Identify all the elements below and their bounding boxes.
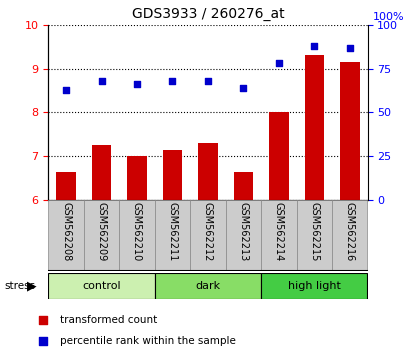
Bar xyxy=(56,172,76,354)
Bar xyxy=(155,273,261,299)
Bar xyxy=(340,62,360,354)
Text: GSM562216: GSM562216 xyxy=(345,202,355,261)
Text: stress: stress xyxy=(4,281,35,291)
Bar xyxy=(48,273,155,299)
Bar xyxy=(48,200,84,271)
Point xyxy=(40,317,47,323)
Point xyxy=(134,81,140,87)
Point xyxy=(40,338,47,344)
Bar xyxy=(332,200,368,271)
Text: 100%: 100% xyxy=(373,12,405,22)
Point xyxy=(240,85,247,91)
Text: GSM562208: GSM562208 xyxy=(61,202,71,261)
Bar xyxy=(261,200,297,271)
Text: transformed count: transformed count xyxy=(60,315,157,325)
Bar xyxy=(234,172,253,354)
Text: GSM562212: GSM562212 xyxy=(203,202,213,262)
Text: high light: high light xyxy=(288,281,341,291)
Text: GSM562214: GSM562214 xyxy=(274,202,284,261)
Title: GDS3933 / 260276_at: GDS3933 / 260276_at xyxy=(131,7,284,21)
Bar xyxy=(226,200,261,271)
Text: GSM562210: GSM562210 xyxy=(132,202,142,261)
Point xyxy=(205,78,211,84)
Point xyxy=(311,43,318,48)
Text: GSM562215: GSM562215 xyxy=(309,202,319,262)
Bar xyxy=(190,200,226,271)
Point xyxy=(276,61,282,66)
Point xyxy=(63,87,69,92)
Text: dark: dark xyxy=(195,281,220,291)
Point xyxy=(346,45,353,50)
Text: GSM562211: GSM562211 xyxy=(168,202,177,261)
Text: ▶: ▶ xyxy=(27,279,36,292)
Text: GSM562209: GSM562209 xyxy=(97,202,107,261)
Bar xyxy=(297,200,332,271)
Text: GSM562213: GSM562213 xyxy=(239,202,248,261)
Bar xyxy=(269,113,289,354)
Text: control: control xyxy=(82,281,121,291)
Bar xyxy=(92,145,111,354)
Bar xyxy=(155,200,190,271)
Bar xyxy=(198,143,218,354)
Point xyxy=(169,78,176,84)
Bar xyxy=(84,200,119,271)
Point xyxy=(98,78,105,84)
Text: percentile rank within the sample: percentile rank within the sample xyxy=(60,336,236,346)
Bar xyxy=(261,273,368,299)
Bar xyxy=(304,56,324,354)
Bar xyxy=(119,200,155,271)
Bar xyxy=(163,150,182,354)
Bar xyxy=(127,156,147,354)
